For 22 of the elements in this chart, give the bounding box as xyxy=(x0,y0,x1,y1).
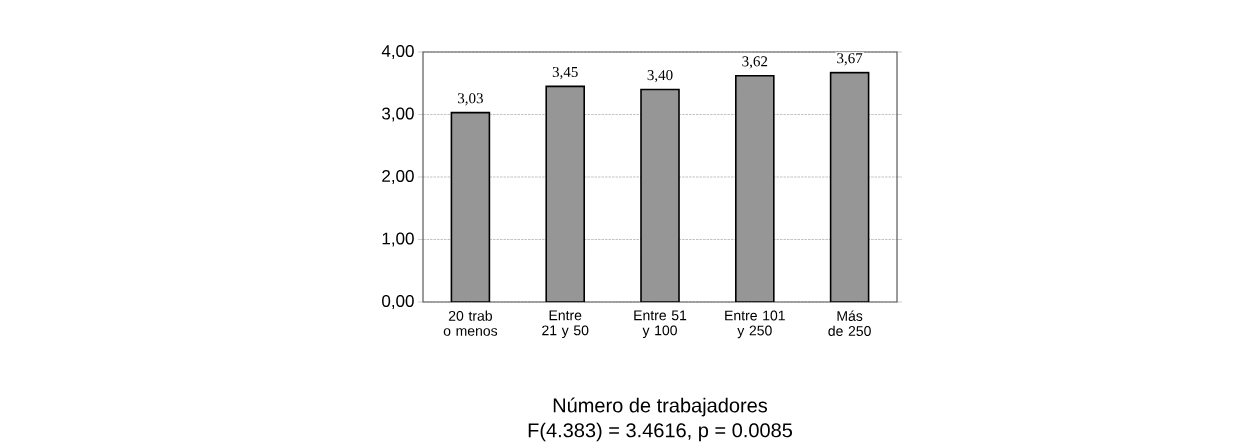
bar xyxy=(829,71,870,302)
bar xyxy=(545,85,586,302)
y-tick-label: 1,00 xyxy=(382,232,414,247)
bar xyxy=(450,111,491,302)
y-tick-label: 2,00 xyxy=(382,169,414,185)
data-label: 3,45 xyxy=(552,66,578,80)
x-tick-label: Más de 250 xyxy=(828,310,871,336)
x-tick-label: Entre 101 y 250 xyxy=(725,310,785,339)
x-tick-label: Entre 21 y 50 xyxy=(542,310,589,339)
text: F(4.383) = 3.4616, p = 0.0085 xyxy=(528,422,793,442)
data-label: 3,67 xyxy=(837,53,863,66)
data-label: 3,40 xyxy=(647,70,673,83)
x-tick-label: Entre 51 y 100 xyxy=(634,310,687,339)
y-tick-label: 0,00 xyxy=(382,294,414,310)
y-tick-label: 3,00 xyxy=(382,107,414,122)
x-tick-label: 20 trab o menos xyxy=(443,310,498,336)
x-axis-title: Número de trabajadores xyxy=(553,397,768,417)
bar xyxy=(735,74,775,302)
bar xyxy=(640,88,680,302)
y-tick-label: 4,00 xyxy=(381,44,414,60)
data-label: 3,03 xyxy=(458,93,483,106)
data-label: 3,62 xyxy=(742,56,768,69)
